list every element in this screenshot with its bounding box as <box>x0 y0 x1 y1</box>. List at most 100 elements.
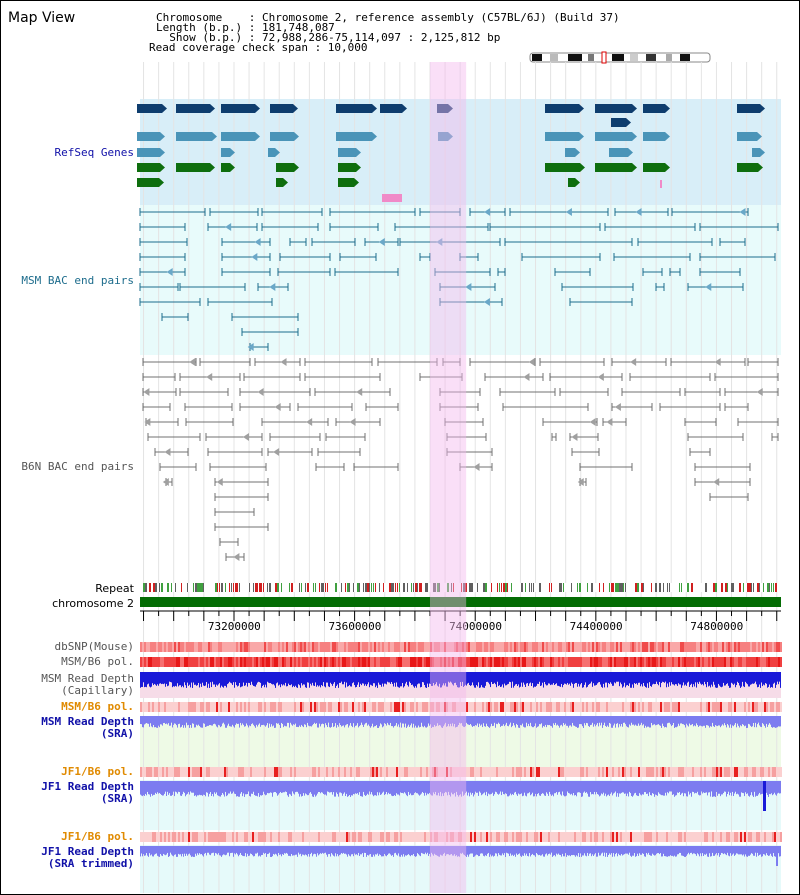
polymorphism-cell <box>368 702 370 712</box>
polymorphism-cell <box>434 832 436 842</box>
polymorphism-cell <box>384 767 386 777</box>
polymorphism-cell <box>718 832 720 842</box>
read-depth-bar <box>354 672 355 686</box>
read-depth-bar <box>537 716 538 727</box>
repeat-element <box>255 583 257 592</box>
read-depth-bar <box>302 672 303 686</box>
read-depth-bar <box>278 672 279 686</box>
polymorphism-cell <box>556 702 558 712</box>
polymorphism-cell <box>734 767 736 777</box>
read-depth-bar <box>331 846 332 854</box>
read-depth-bar <box>626 716 627 727</box>
polymorphism-cell <box>756 657 758 667</box>
read-depth-bar <box>488 716 489 727</box>
read-depth-bar <box>456 781 457 792</box>
polymorphism-cell <box>514 702 516 712</box>
read-depth-bar <box>623 672 624 687</box>
read-depth-bar <box>301 781 302 797</box>
read-depth-bar <box>229 672 230 682</box>
read-depth-bar <box>403 781 404 794</box>
polymorphism-cell <box>556 832 558 842</box>
polymorphism-cell <box>688 657 690 667</box>
read-depth-bar <box>159 716 160 728</box>
read-depth-bar <box>749 781 750 797</box>
read-depth-bar <box>243 781 244 794</box>
read-depth-bar <box>154 672 155 684</box>
read-depth-bar <box>207 672 208 688</box>
read-depth-bar <box>184 716 185 726</box>
read-depth-bar <box>558 781 559 793</box>
read-depth-bar <box>294 716 295 725</box>
read-depth-bar <box>638 781 639 797</box>
refseq-genes-track[interactable] <box>137 104 765 202</box>
read-depth-bar <box>404 716 405 728</box>
polymorphism-cell <box>274 702 276 712</box>
read-depth-bar <box>480 716 481 726</box>
read-depth-bar <box>612 672 613 686</box>
read-depth-bar <box>153 846 154 857</box>
read-depth-bar <box>334 846 335 857</box>
read-depth-bar <box>340 672 341 683</box>
read-depth-bar <box>229 716 230 727</box>
polymorphism-cell <box>366 767 368 777</box>
read-depth-bar <box>170 781 171 796</box>
read-depth-bar <box>540 716 541 725</box>
polymorphism-cell <box>242 642 244 652</box>
polymorphism-cell <box>460 657 462 667</box>
read-depth-bar <box>280 781 281 792</box>
read-depth-bar <box>754 781 755 792</box>
read-depth-bar <box>311 781 312 794</box>
polymorphism-cell <box>692 657 694 667</box>
chromosome-ideogram[interactable] <box>529 51 711 64</box>
polymorphism-cell <box>660 642 662 652</box>
read-depth-bar <box>754 716 755 728</box>
polymorphism-cell <box>406 767 408 777</box>
polymorphism-cell <box>178 767 180 777</box>
polymorphism-cell <box>672 657 674 667</box>
polymorphism-depth-tracks[interactable] <box>140 642 782 866</box>
polymorphism-cell <box>448 702 450 712</box>
polymorphism-cell <box>514 832 516 842</box>
read-depth-bar <box>614 672 615 683</box>
polymorphism-cell <box>600 642 602 652</box>
polymorphism-cell <box>530 702 532 712</box>
chromosome-bar[interactable] <box>140 597 781 607</box>
gene-strand-arrow <box>665 132 670 141</box>
read-depth-bar <box>414 846 415 857</box>
read-depth-bar <box>484 781 485 793</box>
read-depth-bar <box>185 672 186 686</box>
polymorphism-cell <box>698 657 700 667</box>
polymorphism-cell <box>312 832 314 842</box>
read-depth-bar <box>150 781 151 797</box>
b6n-bac-end-pairs-track[interactable] <box>142 358 779 561</box>
polymorphism-cell <box>496 832 498 842</box>
read-depth-bar <box>299 781 300 797</box>
read-depth-bar <box>140 672 141 688</box>
polymorphism-cell <box>690 702 692 712</box>
polymorphism-cell <box>314 702 316 712</box>
read-depth-bar <box>422 846 423 854</box>
read-depth-bar <box>601 781 602 794</box>
read-depth-bar <box>756 716 757 728</box>
read-depth-bar <box>668 846 669 857</box>
read-depth-bar <box>747 716 748 728</box>
read-depth-bar <box>623 846 624 855</box>
read-depth-bar <box>381 672 382 687</box>
read-depth-bar <box>522 781 523 797</box>
read-depth-bar <box>344 716 345 728</box>
polymorphism-cell <box>438 642 440 652</box>
polymorphism-cell <box>494 832 496 842</box>
read-depth-bar <box>384 846 385 854</box>
msm-bac-end-pairs-track[interactable] <box>139 208 779 351</box>
repeat-track[interactable] <box>140 583 781 592</box>
polymorphism-cell <box>772 702 774 712</box>
polymorphism-cell <box>250 702 252 712</box>
read-depth-bar <box>320 781 321 794</box>
polymorphism-cell <box>596 702 598 712</box>
polymorphism-cell <box>592 702 594 712</box>
polymorphism-cell <box>730 832 732 842</box>
b6n-bac-end-pair-marker <box>189 358 196 366</box>
polymorphism-cell <box>188 702 190 712</box>
read-depth-bar <box>731 716 732 728</box>
